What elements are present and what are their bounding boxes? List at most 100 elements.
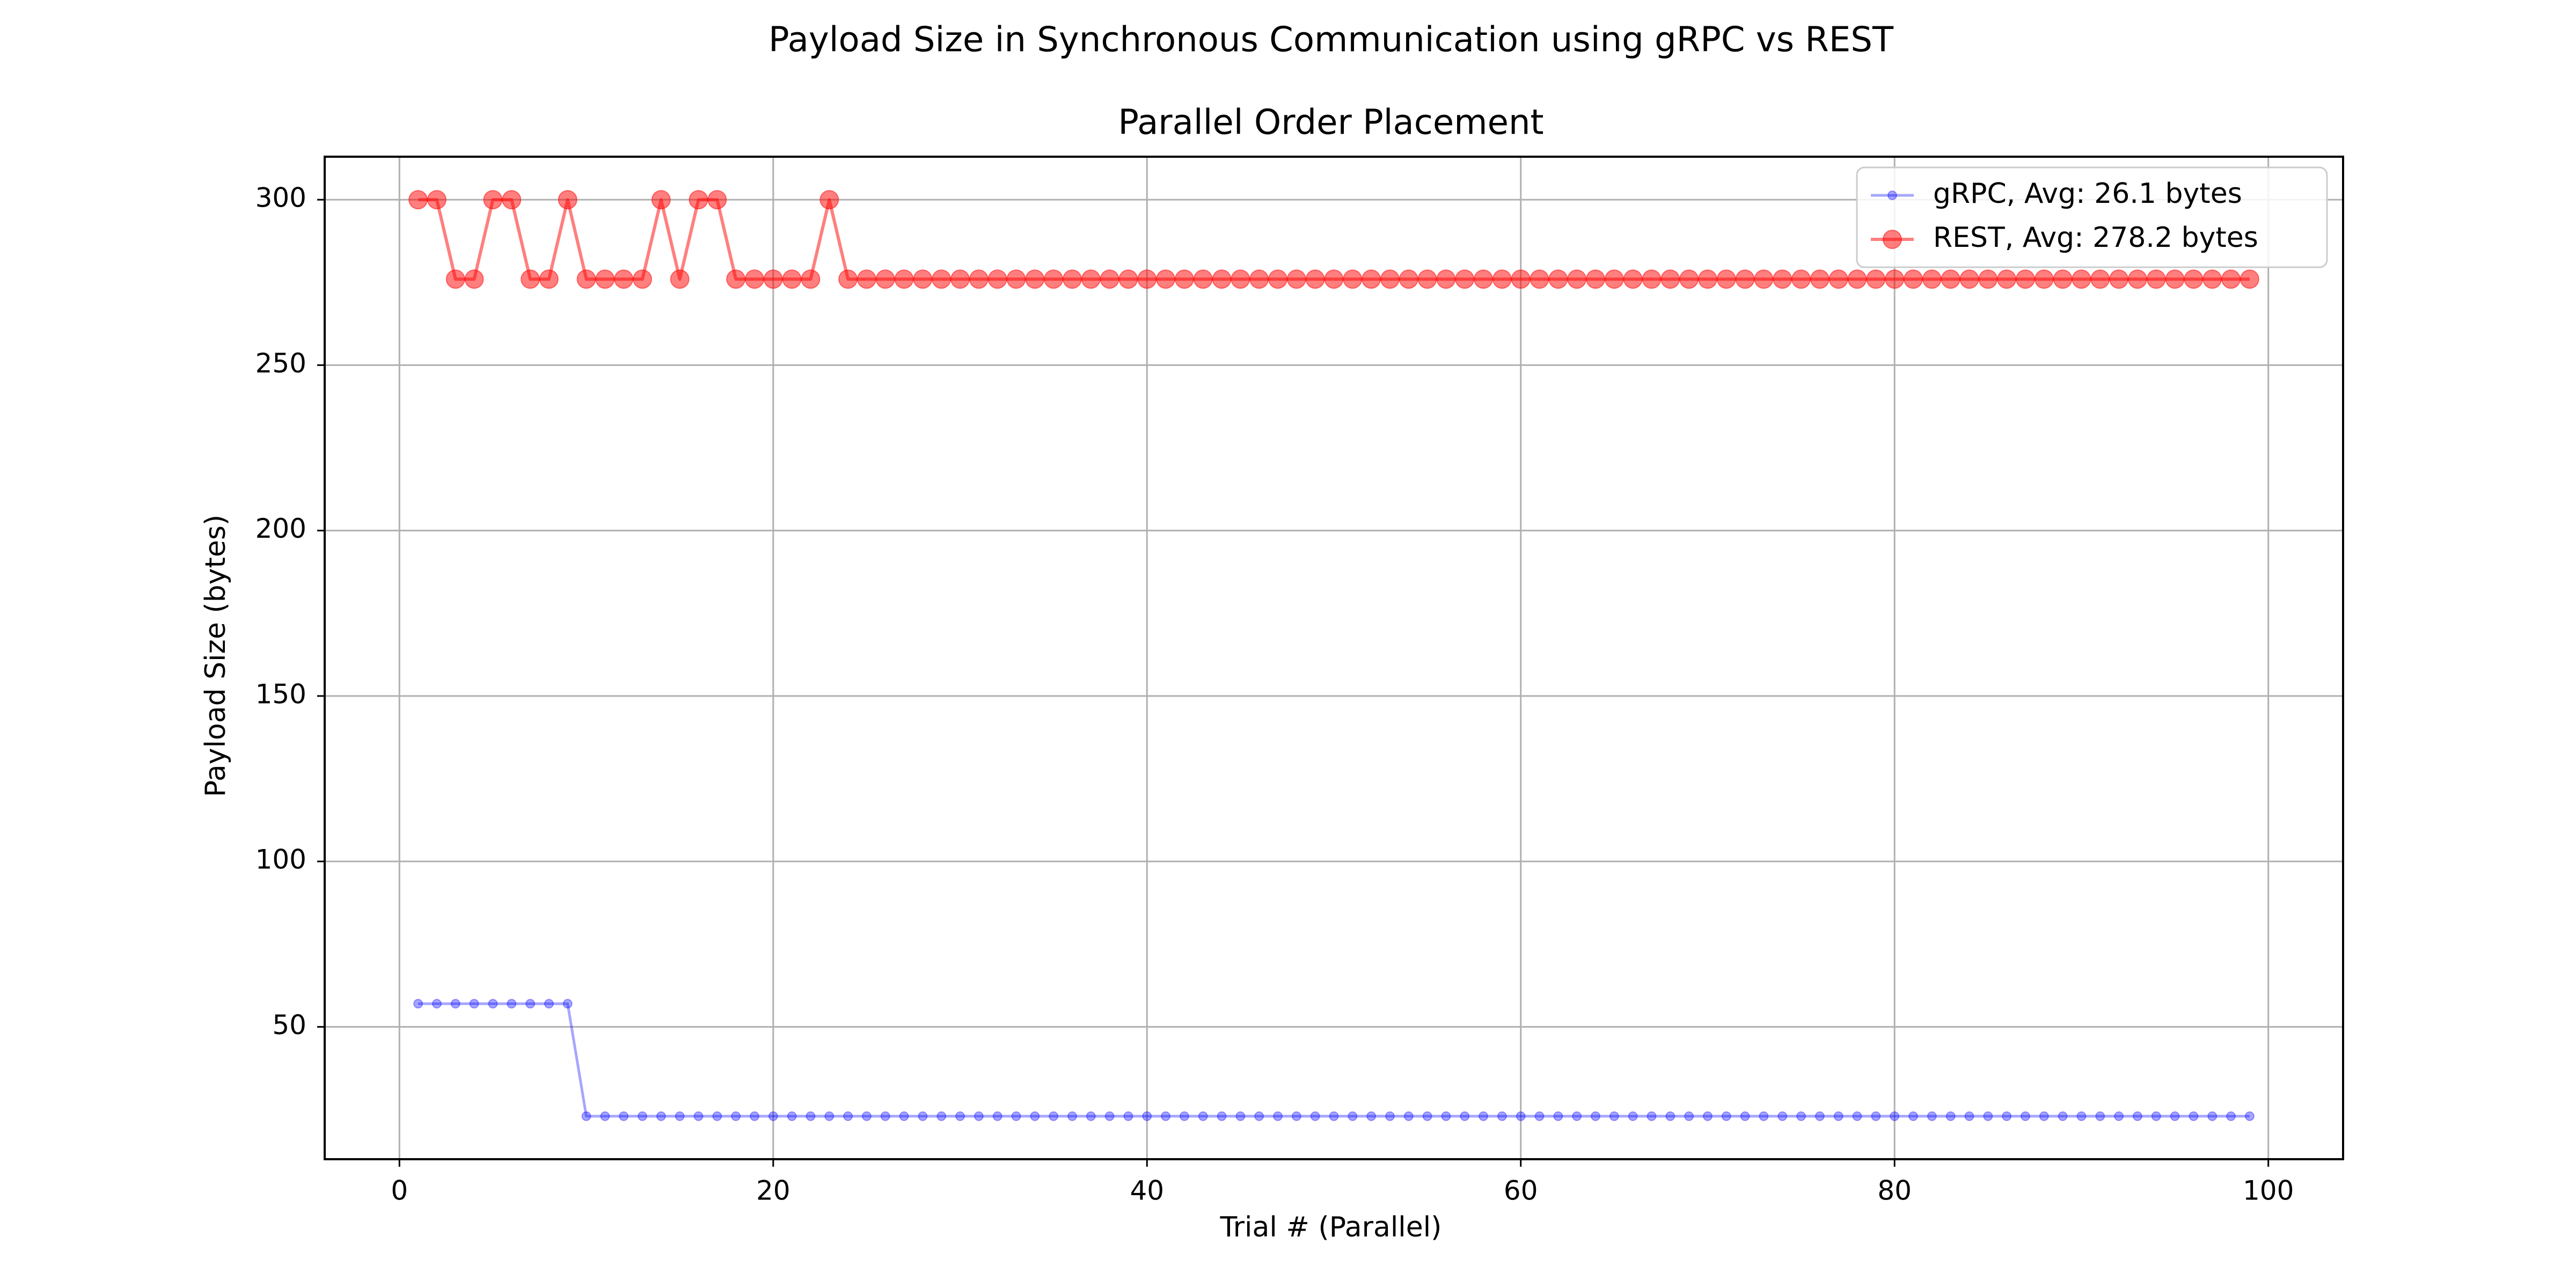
legend-swatch-marker-grpc bbox=[1887, 191, 1897, 200]
data-point-grpc bbox=[1534, 1111, 1545, 1121]
data-point-grpc bbox=[600, 1111, 610, 1121]
data-point-grpc bbox=[431, 999, 442, 1009]
data-point-rest bbox=[1492, 269, 1512, 289]
y-tick-label: 150 bbox=[255, 678, 306, 709]
data-point-grpc bbox=[1291, 1111, 1301, 1121]
data-point-grpc bbox=[843, 1111, 853, 1121]
data-point-grpc bbox=[2076, 1111, 2087, 1121]
data-point-rest bbox=[1810, 269, 1829, 289]
data-point-grpc bbox=[1516, 1111, 1526, 1121]
data-point-grpc bbox=[1497, 1111, 1507, 1121]
data-point-rest bbox=[1231, 269, 1250, 289]
data-point-grpc bbox=[1161, 1111, 1171, 1121]
data-point-rest bbox=[2184, 269, 2204, 289]
data-point-grpc bbox=[1609, 1111, 1619, 1121]
data-point-rest bbox=[1623, 269, 1643, 289]
data-point-grpc bbox=[1104, 1111, 1115, 1121]
data-point-grpc bbox=[1796, 1111, 1806, 1121]
data-point-grpc bbox=[675, 1111, 685, 1121]
data-point-rest bbox=[1380, 269, 1400, 289]
data-point-grpc bbox=[488, 999, 498, 1009]
data-point-rest bbox=[1791, 269, 1811, 289]
data-point-rest bbox=[2202, 269, 2222, 289]
data-point-grpc bbox=[1721, 1111, 1731, 1121]
data-point-grpc bbox=[1964, 1111, 1974, 1121]
data-point-rest bbox=[595, 269, 615, 289]
data-point-rest bbox=[502, 190, 522, 210]
data-point-grpc bbox=[2058, 1111, 2068, 1121]
data-point-grpc bbox=[525, 999, 536, 1009]
data-point-rest bbox=[1660, 269, 1680, 289]
data-point-rest bbox=[763, 269, 783, 289]
data-point-rest bbox=[1847, 269, 1867, 289]
data-point-rest bbox=[1866, 269, 1886, 289]
data-point-rest bbox=[2221, 269, 2241, 289]
data-point-rest bbox=[819, 190, 839, 210]
data-point-grpc bbox=[1366, 1111, 1377, 1121]
data-point-grpc bbox=[1479, 1111, 1489, 1121]
data-point-grpc bbox=[880, 1111, 890, 1121]
data-point-grpc bbox=[469, 999, 479, 1009]
data-point-grpc bbox=[1441, 1111, 1451, 1121]
data-point-grpc bbox=[1852, 1111, 1862, 1121]
data-point-rest bbox=[2072, 269, 2091, 289]
data-point-grpc bbox=[1871, 1111, 1881, 1121]
data-point-grpc bbox=[1030, 1111, 1040, 1121]
data-point-grpc bbox=[1235, 1111, 1246, 1121]
data-point-grpc bbox=[1646, 1111, 1657, 1121]
x-tick-label: 0 bbox=[391, 1175, 408, 1206]
data-point-rest bbox=[1885, 269, 1905, 289]
data-point-grpc bbox=[936, 1111, 947, 1121]
data-point-grpc bbox=[1460, 1111, 1470, 1121]
data-point-grpc bbox=[1198, 1111, 1208, 1121]
data-point-rest bbox=[1174, 269, 1194, 289]
data-point-grpc bbox=[450, 999, 460, 1009]
data-point-rest bbox=[633, 269, 653, 289]
data-point-grpc bbox=[1591, 1111, 1601, 1121]
data-point-grpc bbox=[1403, 1111, 1414, 1121]
data-point-rest bbox=[1959, 269, 1979, 289]
data-point-rest bbox=[1417, 269, 1437, 289]
data-point-grpc bbox=[656, 1111, 666, 1121]
chart-legend: gRPC, Avg: 26.1 bytes REST, Avg: 278.2 by… bbox=[1856, 166, 2328, 268]
data-point-rest bbox=[1716, 269, 1736, 289]
data-point-rest bbox=[1249, 269, 1269, 289]
data-point-rest bbox=[1100, 269, 1119, 289]
data-point-grpc bbox=[1890, 1111, 1900, 1121]
data-point-rest bbox=[670, 269, 690, 289]
data-point-rest bbox=[1137, 269, 1157, 289]
data-point-rest bbox=[1922, 269, 1942, 289]
data-point-rest bbox=[1754, 269, 1774, 289]
data-point-rest bbox=[1193, 269, 1213, 289]
data-point-rest bbox=[2053, 269, 2073, 289]
y-tick-label: 200 bbox=[255, 513, 306, 544]
data-point-rest bbox=[483, 190, 503, 210]
data-point-grpc bbox=[1067, 1111, 1077, 1121]
data-point-grpc bbox=[992, 1111, 1002, 1121]
data-point-rest bbox=[1679, 269, 1699, 289]
data-point-rest bbox=[1642, 269, 1662, 289]
data-point-grpc bbox=[1123, 1111, 1133, 1121]
data-point-rest bbox=[726, 269, 746, 289]
data-point-rest bbox=[2015, 269, 2035, 289]
data-point-rest bbox=[913, 269, 933, 289]
data-point-rest bbox=[464, 269, 484, 289]
data-point-rest bbox=[2146, 269, 2166, 289]
data-point-rest bbox=[838, 269, 858, 289]
data-point-rest bbox=[1997, 269, 2017, 289]
data-point-grpc bbox=[806, 1111, 816, 1121]
data-point-rest bbox=[1305, 269, 1325, 289]
data-point-grpc bbox=[1179, 1111, 1189, 1121]
data-point-rest bbox=[1567, 269, 1587, 289]
data-point-rest bbox=[1118, 269, 1138, 289]
data-point-grpc bbox=[581, 1111, 591, 1121]
data-point-rest bbox=[521, 269, 540, 289]
data-point-rest bbox=[1062, 269, 1082, 289]
x-tick-label: 40 bbox=[1130, 1175, 1164, 1206]
data-point-grpc bbox=[712, 1111, 722, 1121]
data-point-grpc bbox=[1572, 1111, 1582, 1121]
y-tick-label: 300 bbox=[255, 182, 306, 214]
data-point-grpc bbox=[1011, 1111, 1021, 1121]
data-point-grpc bbox=[1927, 1111, 1937, 1121]
y-tick-label: 100 bbox=[255, 844, 306, 875]
